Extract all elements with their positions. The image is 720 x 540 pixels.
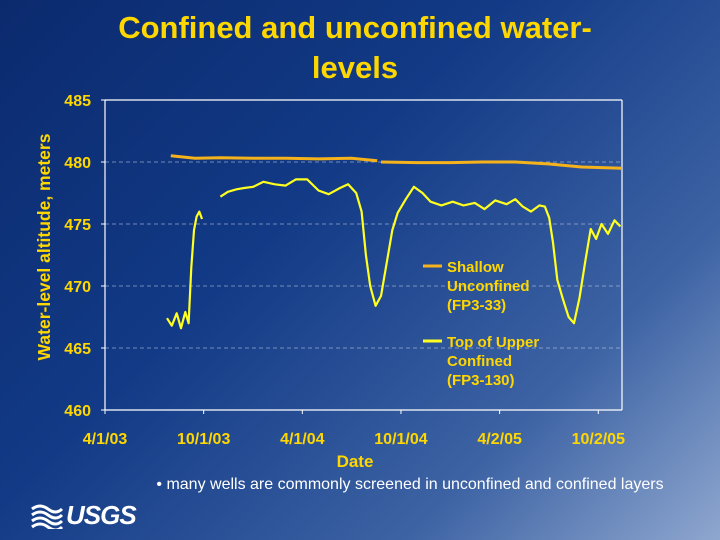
x-tick-label: 4/1/03 [83, 431, 128, 448]
axes [104, 99, 623, 411]
y-tick-label: 485 [64, 93, 91, 110]
x-tick-label: 4/2/05 [477, 431, 522, 448]
slide-title: Confined and unconfined water-levels [118, 10, 592, 85]
series-line-upper-confined [166, 178, 622, 330]
x-tick-label: 10/1/04 [374, 431, 427, 448]
legend: Shallow Unconfined (FP3-33) Top of Upper Co… [423, 259, 539, 389]
bullet-text: • many wells are commonly screened in un… [156, 476, 664, 493]
x-axis-label: Date [336, 452, 374, 471]
usgs-logo: USGS [30, 500, 137, 531]
y-tick-label: 470 [64, 279, 91, 296]
x-tick-label: 10/2/05 [572, 431, 625, 448]
legend-label-upper-confined: Top of Upper Confined (FP3-130) [447, 334, 539, 389]
tick-labels: 460 465 470 475 480 485 4/1/03 10/1/03 4/1/04 10/… [64, 93, 625, 448]
y-axis-label: Water-level altitude, meters [34, 133, 54, 361]
legend-label-shallow: Shallow Unconfined (FP3-33) [447, 259, 530, 314]
x-tick-label: 10/1/03 [177, 431, 230, 448]
y-tick-label: 480 [64, 155, 91, 172]
y-tick-label: 465 [64, 341, 91, 358]
series-line-shallow [170, 154, 623, 170]
y-tick-label: 460 [64, 403, 91, 420]
x-tick-label: 4/1/04 [280, 431, 325, 448]
usgs-logo-text: USGS [66, 500, 137, 530]
series-lines [166, 154, 623, 330]
usgs-wave-icon [31, 504, 64, 529]
y-tick-label: 475 [64, 217, 91, 234]
